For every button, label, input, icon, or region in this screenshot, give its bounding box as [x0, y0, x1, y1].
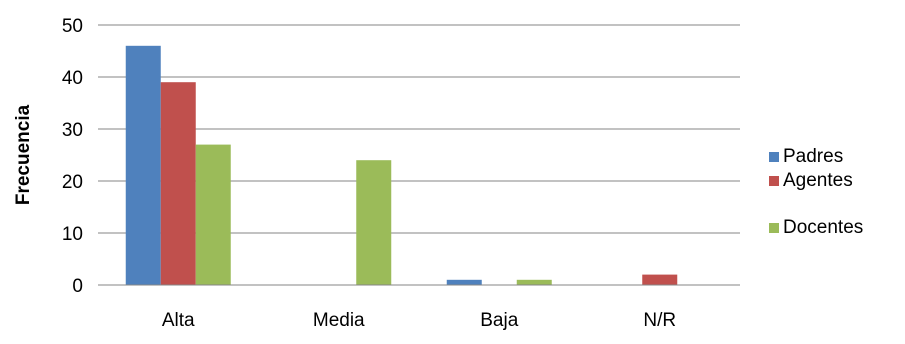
legend-swatch-padres: [769, 152, 779, 162]
legend: Padres Agentes Docentes: [769, 146, 863, 238]
bar-agentes-nr: [642, 274, 678, 285]
y-tick-label: 0: [72, 276, 83, 297]
x-tick-labels: Alta Media Baja N/R: [162, 310, 676, 331]
bar-agentes-alta: [160, 82, 196, 285]
legend-label-docentes: Docentes: [783, 217, 863, 238]
y-tick-labels: 0 10 20 30 40 50: [62, 16, 83, 297]
bar-docentes-baja: [516, 279, 552, 285]
bars: [125, 45, 678, 285]
y-tick-label: 20: [62, 172, 83, 193]
bar-padres-alta: [125, 45, 161, 285]
legend-swatch-agentes: [769, 176, 779, 186]
x-tick-label: N/R: [643, 310, 676, 331]
x-tick-label: Alta: [162, 310, 195, 331]
y-axis-label: Frecuencia: [13, 104, 34, 205]
x-tick-label: Media: [313, 310, 365, 331]
y-tick-label: 10: [62, 224, 83, 245]
legend-swatch-docentes: [769, 223, 779, 233]
bar-docentes-media: [356, 160, 392, 285]
y-tick-label: 40: [62, 68, 83, 89]
x-tick-label: Baja: [480, 310, 518, 331]
y-tick-label: 50: [62, 16, 83, 37]
y-tick-label: 30: [62, 120, 83, 141]
bar-padres-baja: [446, 279, 482, 285]
bar-docentes-alta: [195, 144, 231, 285]
legend-label-agentes: Agentes: [783, 170, 853, 191]
legend-label-padres: Padres: [783, 146, 843, 167]
